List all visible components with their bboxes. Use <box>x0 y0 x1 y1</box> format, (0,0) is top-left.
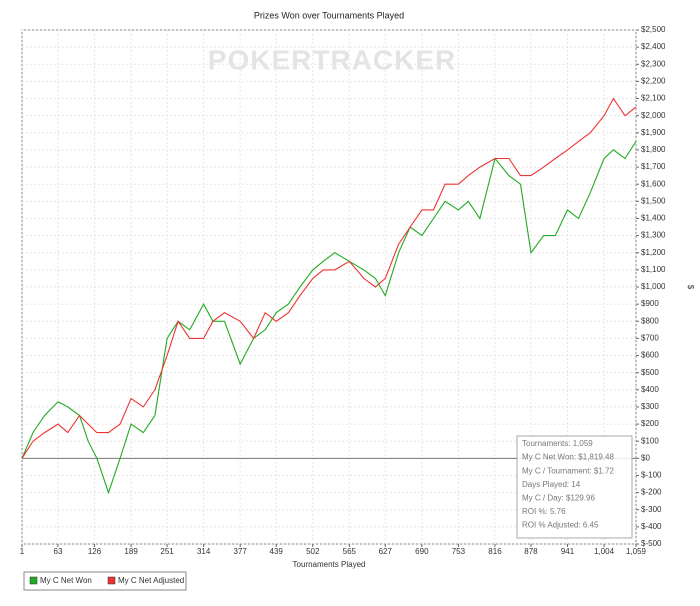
y-tick-label: $100 <box>641 436 659 445</box>
x-tick-label: 63 <box>54 547 63 556</box>
y-tick-label: $1,200 <box>641 248 666 257</box>
y-tick-label: $1,400 <box>641 214 666 223</box>
x-tick-label: 627 <box>379 547 393 556</box>
x-tick-label: 251 <box>160 547 174 556</box>
x-tick-label: 314 <box>197 547 211 556</box>
watermark: POKERTRACKER <box>208 44 456 75</box>
legend-swatch <box>29 576 38 585</box>
legend <box>23 571 187 591</box>
x-tick-label: 1 <box>20 547 25 556</box>
x-tick-label: 565 <box>343 547 357 556</box>
x-tick-label: 878 <box>524 547 538 556</box>
y-tick-label: $1,900 <box>641 128 666 137</box>
series-line <box>21 141 637 495</box>
y-tick-label: $200 <box>641 419 659 428</box>
info-text: My C / Day: $129.96 <box>522 494 595 503</box>
chart-title: Prizes Won over Tournaments Played <box>254 10 404 20</box>
y-tick-label: $1,500 <box>641 196 666 205</box>
x-tick-label: 1,004 <box>594 547 615 556</box>
y-tick-label: $-100 <box>641 471 662 480</box>
info-text: My C / Tournament: $1.72 <box>522 466 614 475</box>
y-tick-label: $2,500 <box>641 25 666 34</box>
legend-label: My C Net Adjusted <box>118 576 184 585</box>
y-tick-label: $-400 <box>641 522 662 531</box>
y-tick-label: $600 <box>641 351 659 360</box>
y-tick-label: $2,000 <box>641 111 666 120</box>
info-text: ROI %: 5.76 <box>522 507 566 516</box>
y-tick-label: $1,800 <box>641 145 666 154</box>
x-axis-label: Tournaments Played <box>293 560 366 569</box>
y-tick-label: $800 <box>641 316 659 325</box>
info-text: Days Played: 14 <box>522 480 581 489</box>
y-axis-label: $ <box>686 285 695 290</box>
y-tick-label: $1,100 <box>641 265 666 274</box>
info-box <box>516 435 633 539</box>
y-tick-label: $-500 <box>641 539 662 548</box>
info-text: Tournaments: 1,059 <box>522 439 593 448</box>
y-tick-label: $700 <box>641 334 659 343</box>
legend-swatch <box>107 576 116 585</box>
y-tick-label: $2,200 <box>641 77 666 86</box>
x-tick-label: 753 <box>452 547 466 556</box>
y-tick-label: $900 <box>641 299 659 308</box>
x-tick-label: 941 <box>561 547 575 556</box>
x-tick-label: 189 <box>124 547 138 556</box>
y-tick-label: $1,700 <box>641 162 666 171</box>
y-tick-label: $2,300 <box>641 59 666 68</box>
y-tick-label: $400 <box>641 385 659 394</box>
info-text: My C Net Won: $1,819.48 <box>522 453 614 462</box>
x-tick-label: 1,059 <box>626 547 647 556</box>
info-text: ROI % Adjusted: 6.45 <box>522 521 599 530</box>
y-tick-label: $-200 <box>641 488 662 497</box>
y-tick-label: $1,600 <box>641 179 666 188</box>
y-tick-label: $0 <box>641 453 650 462</box>
series-line <box>21 97 637 459</box>
y-tick-label: $1,300 <box>641 231 666 240</box>
y-tick-label: $1,000 <box>641 282 666 291</box>
y-tick-label: $2,100 <box>641 94 666 103</box>
y-tick-label: $2,400 <box>641 42 666 51</box>
y-tick-label: $500 <box>641 368 659 377</box>
x-tick-label: 502 <box>306 547 320 556</box>
x-tick-label: 377 <box>234 547 248 556</box>
y-tick-label: $300 <box>641 402 659 411</box>
x-tick-label: 690 <box>415 547 429 556</box>
y-tick-label: $-300 <box>641 505 662 514</box>
x-tick-label: 126 <box>88 547 102 556</box>
x-tick-label: 816 <box>488 547 502 556</box>
x-tick-label: 439 <box>270 547 284 556</box>
legend-label: My C Net Won <box>40 576 92 585</box>
